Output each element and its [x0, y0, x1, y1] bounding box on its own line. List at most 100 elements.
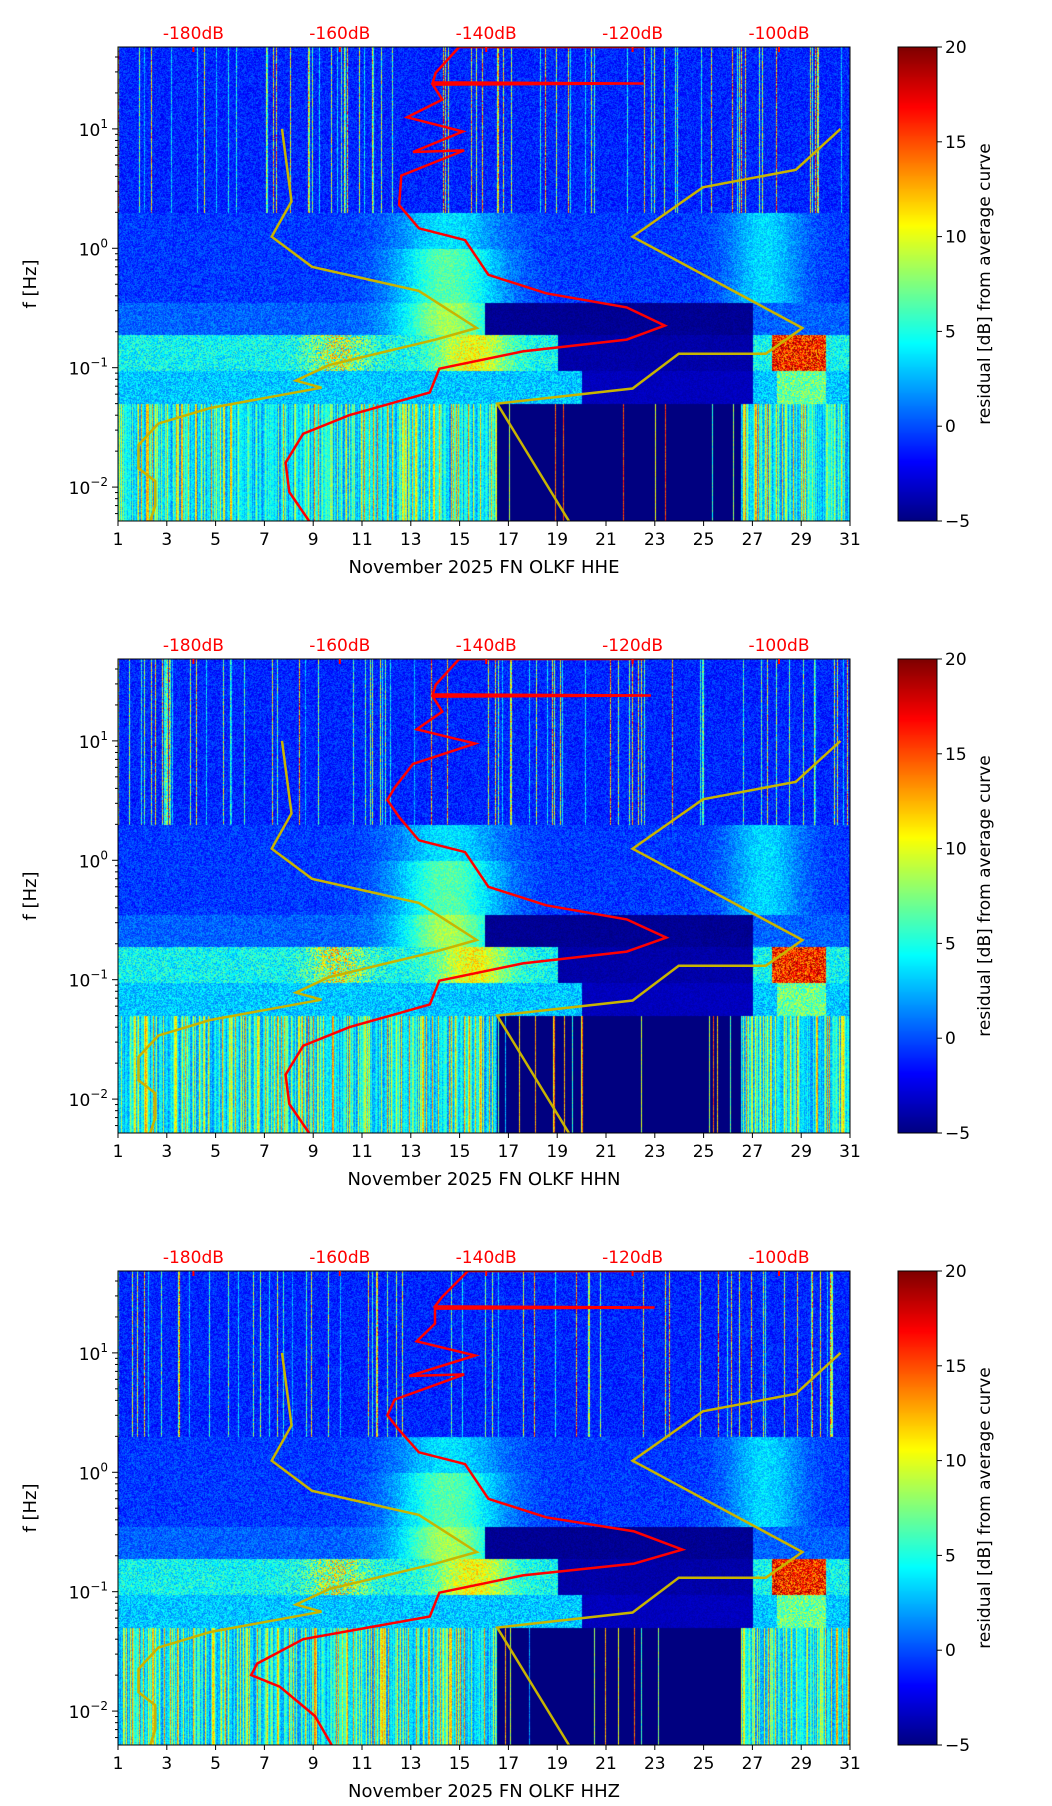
x-tick-label: 21: [595, 530, 617, 550]
y-tick-exponent: 0: [100, 848, 108, 862]
x-tick-label: 9: [308, 1142, 319, 1162]
x-tick-label: 3: [161, 1754, 172, 1774]
x-tick-label: 7: [259, 1142, 270, 1162]
colorbar-label: residual [dB] from average curve: [975, 143, 995, 424]
y-tick-exponent: −1: [90, 968, 108, 982]
plot-frame: [117, 46, 851, 522]
db-tick-label: -100dB: [748, 1248, 809, 1268]
x-axis-label: November 2025 FN OLKF HHZ: [348, 1781, 620, 1802]
x-tick-label: 29: [790, 1142, 812, 1162]
db-tick-label: -160dB: [309, 24, 370, 44]
y-tick-base: 10: [79, 852, 101, 872]
colorbar-label: residual [dB] from average curve: [975, 1367, 995, 1648]
mean-psd-curve: [249, 1271, 687, 1745]
x-tick-label: 3: [161, 530, 172, 550]
y-tick-base: 10: [69, 1703, 91, 1723]
y-tick-base: 10: [79, 733, 101, 753]
x-tick-label: 11: [351, 1142, 373, 1162]
y-tick-exponent: −2: [90, 1087, 108, 1101]
y-tick-exponent: −2: [90, 1699, 108, 1713]
y-tick-base: 10: [79, 1345, 101, 1365]
x-tick-label: 19: [546, 530, 568, 550]
y-tick-exponent: 0: [100, 236, 108, 250]
spectrogram-1: [118, 659, 850, 1133]
colorbar-tick-label: 15: [945, 133, 967, 153]
colorbar-tick-label: 0: [945, 417, 956, 437]
x-tick-label: 17: [498, 1754, 520, 1774]
x-tick-label: 21: [595, 1754, 617, 1774]
x-tick-label: 31: [839, 1142, 861, 1162]
y-tick-label: 101: [79, 1341, 108, 1365]
x-tick-label: 31: [839, 530, 861, 550]
x-tick-label: 15: [449, 1754, 471, 1774]
x-axis-label: November 2025 FN OLKF HHN: [347, 1169, 620, 1190]
db-tick-label: -140dB: [456, 636, 517, 656]
y-tick-base: 10: [69, 479, 91, 499]
x-tick-label: 21: [595, 1142, 617, 1162]
spectrogram-0: [118, 47, 850, 521]
x-tick-label: 15: [449, 1142, 471, 1162]
x-tick-label: 17: [498, 1142, 520, 1162]
y-axis-label: f [Hz]: [20, 259, 41, 308]
colorbar-frame: [897, 1270, 938, 1746]
y-tick-exponent: 0: [100, 1460, 108, 1474]
db-tick-label: -160dB: [309, 1248, 370, 1268]
db-tick-label: -180dB: [163, 1248, 224, 1268]
x-tick-label: 19: [546, 1142, 568, 1162]
x-tick-label: 7: [259, 1754, 270, 1774]
nhnm-curve: [495, 1351, 842, 1745]
y-tick-base: 10: [69, 972, 91, 992]
db-tick-label: -160dB: [309, 636, 370, 656]
x-tick-label: 19: [546, 1754, 568, 1774]
y-tick-exponent: −1: [90, 356, 108, 370]
curves-0: [137, 47, 842, 521]
x-tick-label: 25: [693, 1142, 715, 1162]
x-tick-label: 7: [259, 530, 270, 550]
curves-2: [137, 1271, 842, 1745]
mean-psd-curve: [284, 659, 670, 1133]
x-tick-label: 29: [790, 1754, 812, 1774]
db-tick-label: -120dB: [602, 24, 663, 44]
colorbar-tick-label: 0: [945, 1029, 956, 1049]
colorbar-tick-label: 5: [945, 934, 956, 954]
colorbar-frame: [897, 46, 938, 522]
y-tick-base: 10: [69, 1091, 91, 1111]
nlnm-curve: [137, 128, 480, 521]
colorbar-tick-label: −5: [945, 1736, 970, 1756]
y-tick-label: 101: [79, 117, 108, 141]
y-tick-label: 10−2: [69, 1087, 108, 1111]
plot-frame: [117, 1270, 851, 1746]
colorbar-label: residual [dB] from average curve: [975, 755, 995, 1036]
y-tick-exponent: 1: [100, 117, 108, 131]
colorbar-frame: [897, 658, 938, 1134]
colorbar-tick-label: 10: [945, 840, 967, 860]
y-tick-base: 10: [79, 121, 101, 141]
x-tick-label: 15: [449, 530, 471, 550]
y-tick-exponent: 1: [100, 729, 108, 743]
x-tick-label: 1: [113, 1142, 124, 1162]
y-tick-label: 101: [79, 729, 108, 753]
y-tick-exponent: −1: [90, 1580, 108, 1594]
x-tick-label: 25: [693, 1754, 715, 1774]
y-tick-label: 10−1: [69, 356, 108, 380]
y-tick-label: 10−2: [69, 1699, 108, 1723]
x-tick-label: 23: [644, 530, 666, 550]
y-tick-base: 10: [69, 1584, 91, 1604]
colorbar-tick-label: 15: [945, 1357, 967, 1377]
y-tick-base: 10: [79, 1464, 101, 1484]
y-tick-base: 10: [79, 240, 101, 260]
colorbar-tick-label: 20: [945, 38, 967, 58]
x-tick-label: 27: [742, 530, 764, 550]
x-tick-label: 13: [400, 1754, 422, 1774]
x-tick-label: 11: [351, 1754, 373, 1774]
x-tick-label: 29: [790, 530, 812, 550]
colorbar-0: [898, 47, 937, 521]
x-tick-label: 9: [308, 1754, 319, 1774]
db-tick-label: -140dB: [456, 24, 517, 44]
nhnm-curve: [495, 739, 842, 1133]
colorbar-tick-label: 10: [945, 228, 967, 248]
x-tick-label: 27: [742, 1142, 764, 1162]
y-tick-label: 10−1: [69, 968, 108, 992]
